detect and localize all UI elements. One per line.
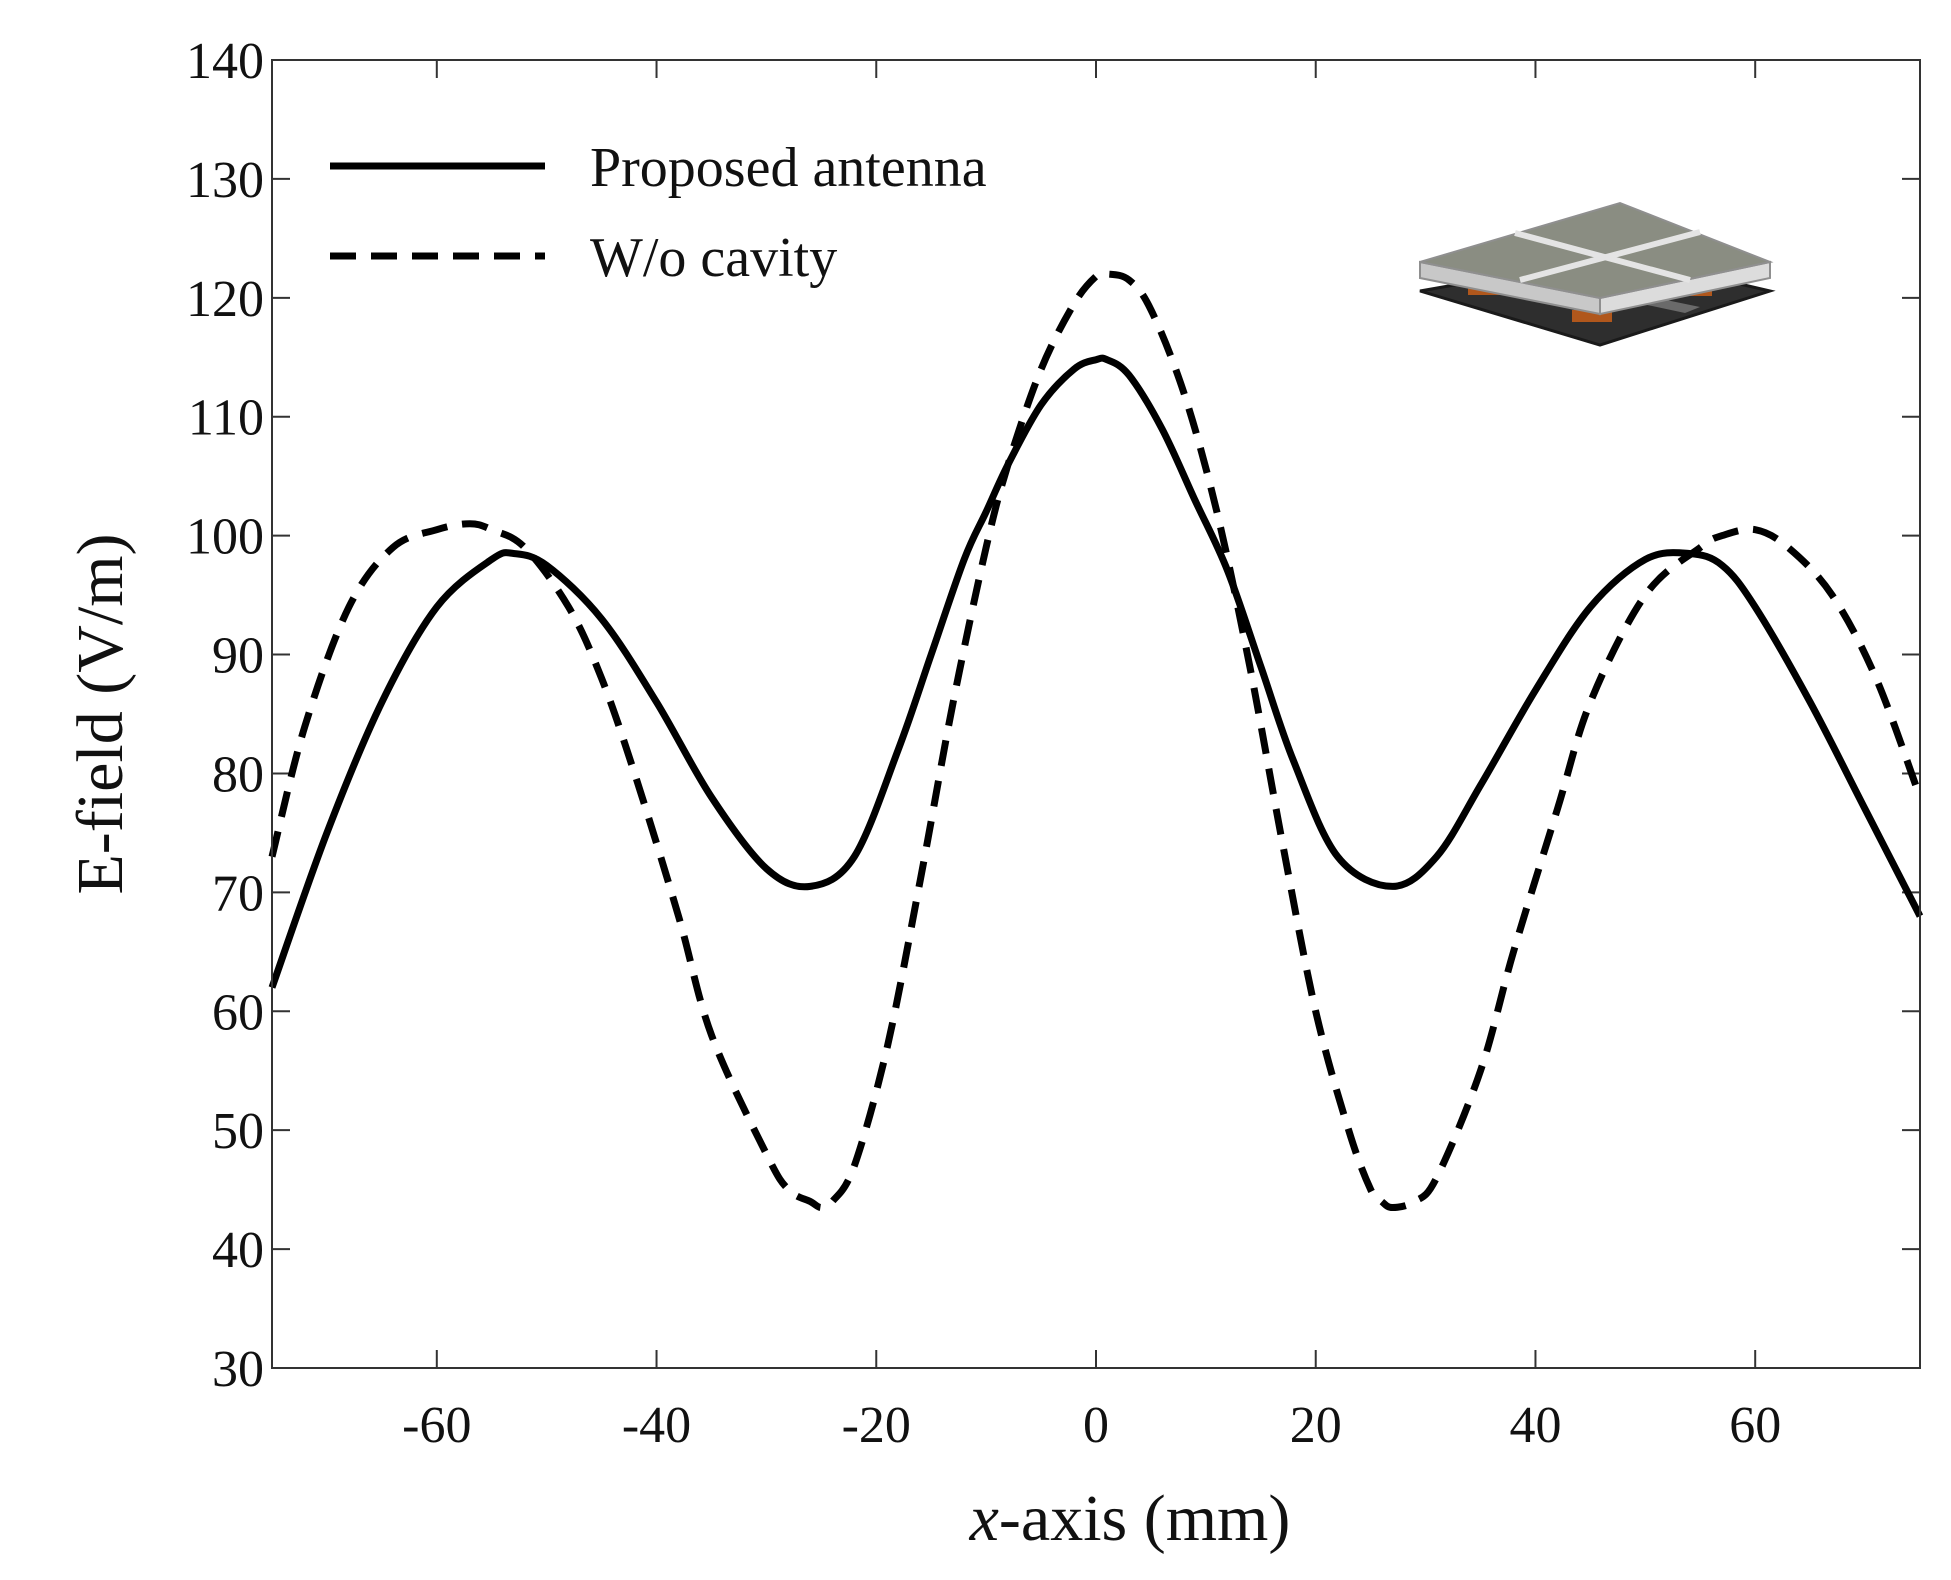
x-tick-label: -20: [842, 1397, 911, 1454]
y-tick-label: 80: [212, 746, 264, 803]
y-tick-label: 30: [212, 1341, 264, 1398]
series-line-w-o-cavity: [268, 269, 1924, 1212]
plot-frame: [271, 59, 1921, 1369]
y-tick-label: 140: [186, 33, 264, 90]
series-layer: [268, 269, 1924, 1212]
y-tick-label: 120: [186, 271, 264, 328]
y-tick-label: 60: [212, 984, 264, 1041]
antenna-structure-image: [1419, 201, 1776, 347]
y-axis-title: E-field (V/m): [64, 533, 137, 894]
series-line-proposed-antenna: [268, 354, 1924, 989]
y-tick-label: 90: [212, 628, 264, 685]
y-tick-label: 100: [186, 509, 264, 566]
x-tick-label: -60: [402, 1397, 471, 1454]
x-axis-title: x-axis (mm): [969, 1482, 1291, 1555]
x-tick-label: 40: [1509, 1397, 1561, 1454]
x-tick-label: -40: [622, 1397, 691, 1454]
legend-label-wo-cavity: W/o cavity: [590, 227, 837, 289]
x-tick-label: 0: [1083, 1397, 1109, 1454]
y-tick-label: 130: [186, 152, 264, 209]
y-tick-label: 40: [212, 1222, 264, 1279]
x-axis-title-rest: -axis (mm): [999, 1482, 1290, 1555]
legend: Proposed antenna W/o cavity: [330, 137, 987, 289]
x-tick-label: 60: [1729, 1397, 1781, 1454]
y-tick-label: 50: [212, 1103, 264, 1160]
y-tick-label: 70: [212, 865, 264, 922]
y-axis-ticks: 30 40 50 60 70 80 90 100 110 120 130 140: [186, 33, 1920, 1398]
y-tick-label: 110: [188, 390, 264, 447]
legend-label-proposed-antenna: Proposed antenna: [590, 137, 987, 199]
x-axis-ticks: -60 -40 -20 0 20 40 60: [402, 60, 1781, 1454]
x-axis-title-variable: x: [969, 1482, 999, 1555]
x-tick-label: 20: [1290, 1397, 1342, 1454]
